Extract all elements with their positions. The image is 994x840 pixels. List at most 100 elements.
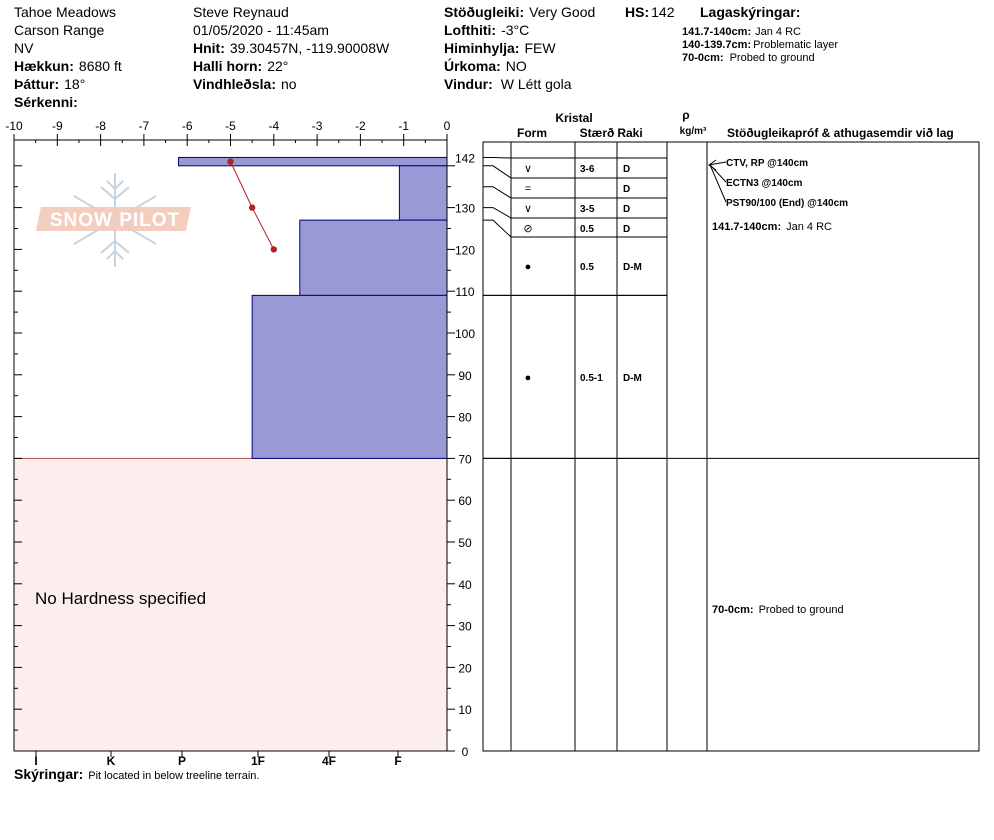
test-result: ECTN3 @140cm	[726, 178, 803, 189]
stratum-moisture: D	[623, 204, 630, 215]
depth-tick-label: 50	[458, 536, 472, 550]
temperature-point	[227, 158, 234, 165]
depth-tick-label: 100	[455, 327, 475, 341]
location: Tahoe Meadows	[14, 4, 116, 20]
depth-connector	[483, 207, 517, 219]
stratum-form: ∨	[524, 203, 532, 215]
density-unit-header: kg/m³	[680, 126, 707, 137]
no-hardness-label: No Hardness specified	[35, 589, 206, 608]
slope-angle: Halli horn: 22°	[193, 58, 288, 74]
layer-note: 141.7-140cm: Jan 4 RC	[712, 221, 832, 233]
stratum-size: 0.5-1	[580, 373, 603, 384]
hardness-tick-label: P	[178, 754, 186, 768]
temperature-point	[270, 246, 277, 253]
depth-connector	[483, 165, 517, 179]
test-pointer	[709, 161, 727, 166]
hardness-layer	[398, 165, 448, 221]
size-header: Stærð	[580, 126, 615, 140]
temp-tick-label: -6	[182, 119, 193, 133]
stratum-form: =	[525, 183, 531, 195]
temp-tick-label: -4	[268, 119, 279, 133]
hardness-layer	[251, 294, 448, 459]
sky-cover: Himinhylja: FEW	[444, 40, 556, 56]
temp-tick-label: 0	[444, 119, 451, 133]
hardness-tick-label: F	[394, 754, 401, 768]
depth-connector	[483, 156, 517, 159]
hardness-layer	[178, 156, 448, 167]
snow-height: HS: 142	[625, 4, 675, 20]
depth-tick-label-hs: 142	[455, 151, 475, 165]
temperature-point	[248, 204, 256, 211]
elevation: Hækkun: 8680 ft	[14, 58, 122, 74]
snowpilot-watermark: SNOW PILOT	[35, 173, 192, 267]
legend-title: Lagaskýringar:	[700, 4, 800, 20]
depth-tick-label: 90	[458, 369, 472, 383]
observer: Steve Reynaud	[193, 4, 289, 20]
depth-tick-label: 0	[462, 745, 469, 759]
depth-connector	[483, 186, 517, 199]
stratum-moisture: D	[623, 164, 630, 175]
tests-header: Stöðugleikapróf & athugasemdir við lag	[727, 126, 954, 140]
header: Tahoe Meadows Carson Range NV Hækkun: 868…	[14, 4, 838, 110]
depth-tick-label: 40	[458, 578, 472, 592]
stratum-size: 0.5	[580, 224, 594, 235]
datetime: 01/05/2020 - 11:45am	[193, 22, 329, 38]
stratum-moisture: D	[623, 184, 630, 195]
test-arrowhead	[708, 159, 717, 171]
legend-item: 70-0cm: Probed to ground	[682, 52, 815, 64]
temp-tick-label: -1	[398, 119, 409, 133]
legend-item: 141.7-140cm: Jan 4 RC	[682, 26, 801, 38]
wind-loading: Vindhleðsla: no	[193, 76, 297, 92]
temp-tick-label: -5	[225, 119, 236, 133]
wind: Vindur: W Létt gola	[444, 76, 572, 92]
stratum-moisture: D-M	[623, 262, 642, 273]
stratum-form: ⊘	[523, 223, 532, 235]
test-result: CTV, RP @140cm	[726, 158, 808, 169]
temp-tick-label: -3	[312, 119, 323, 133]
depth-tick-label: 80	[458, 411, 472, 425]
stratum-moisture: D-M	[623, 373, 642, 384]
depth-tick-label: 70	[458, 452, 472, 466]
hardness-tick-label: 1F	[251, 754, 265, 768]
hardness-tick-label: K	[107, 754, 116, 768]
depth-tick-label: 30	[458, 620, 472, 634]
aspect: NV	[14, 40, 34, 56]
test-pointer	[709, 164, 727, 203]
temp-tick-label: -10	[5, 119, 23, 133]
temp-tick-label: -2	[355, 119, 366, 133]
stratum-size: 3-6	[580, 164, 595, 175]
depth-connector	[483, 219, 517, 238]
air-temperature: Lofthiti: -3°C	[444, 22, 529, 38]
layer-note: 70-0cm: Probed to ground	[712, 604, 844, 616]
strata-table: Kristal Form Stærð Raki ρ kg/m³ Stöðugle…	[482, 108, 980, 752]
stratum-size: 0.5	[580, 262, 594, 273]
test-result: PST90/100 (End) @140cm	[726, 198, 848, 209]
watermark-text: SNOW PILOT	[50, 210, 180, 231]
stability: Stöðugleiki: Very Good	[444, 4, 595, 20]
stratum-size: 3-5	[580, 204, 595, 215]
coordinates: Hnit: 39.30457N, -119.90008W	[193, 40, 390, 56]
slope: Þáttur: 18°	[14, 76, 85, 92]
moisture-header: Raki	[617, 126, 642, 140]
depth-tick-label: 130	[455, 202, 475, 216]
rho-header: ρ	[682, 108, 689, 122]
depth-tick-label: 110	[455, 285, 474, 299]
stratum-form: ●	[525, 372, 532, 384]
form-header: Form	[517, 126, 547, 140]
table-frame	[482, 141, 980, 752]
hardness-tick-label: 4F	[322, 754, 336, 768]
precipitation: Úrkoma: NO	[444, 57, 527, 74]
hardness-layer	[299, 219, 448, 296]
features-label: Sérkenni:	[14, 94, 78, 110]
hardness-temperature-chart: -10 -9 -8 -7 -6 -5 -4 -3 -2 -1 0I K P 1F 4F F0102030405…	[5, 119, 475, 768]
comments: Skýringar: Pit located in below treeline …	[14, 766, 259, 782]
temp-tick-label: -8	[95, 119, 106, 133]
stratum-moisture: D	[623, 224, 630, 235]
depth-tick-label: 10	[458, 703, 472, 717]
no-hardness-region	[13, 457, 448, 752]
range: Carson Range	[14, 22, 104, 38]
depth-tick-label: 120	[455, 243, 475, 257]
depth-tick-label: 20	[458, 661, 472, 675]
hardness-tick-label: I	[34, 754, 37, 768]
